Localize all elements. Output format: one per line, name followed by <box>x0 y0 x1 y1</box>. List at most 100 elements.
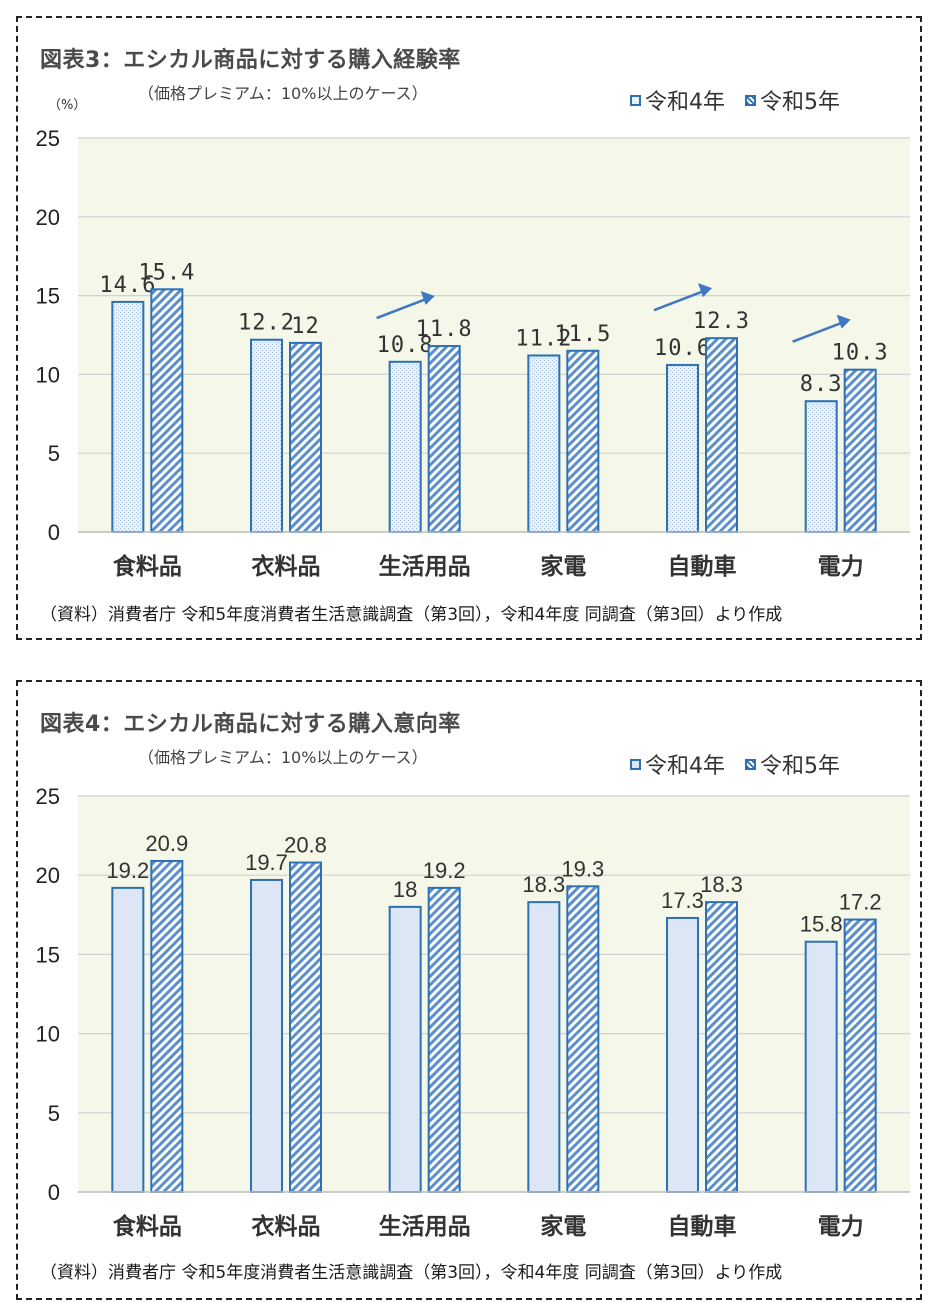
data-label: 11.8 <box>416 317 473 342</box>
bar-r4 <box>527 901 561 1194</box>
data-label: 11.5 <box>554 322 611 347</box>
bar-chart-purchase-experience: 0 5 10 15 20 25 14.615.4 食料品 12.212 衣料品 10.811.8 生活… <box>36 126 910 578</box>
data-label: 18 <box>393 877 417 902</box>
bar-r4 <box>388 360 422 533</box>
chart-subtitle: （価格プレミアム：10%以上のケース） <box>138 84 428 103</box>
category-label: 生活用品 <box>379 1214 471 1240</box>
trend-arrowhead <box>836 314 851 329</box>
bar-r4 <box>666 363 699 533</box>
category-label: 自動車 <box>668 553 737 578</box>
chart-title: 図表4：エシカル商品に対する購入意向率 <box>40 712 461 737</box>
data-label: 19.2 <box>106 858 149 883</box>
data-label: 11.2 <box>515 326 572 351</box>
bar-r5 <box>150 859 184 1193</box>
data-label: 12 <box>291 314 320 339</box>
y-tick-label: 15 <box>36 942 60 967</box>
category-label: 家電 <box>540 553 586 578</box>
y-tick-label: 20 <box>36 205 60 230</box>
y-tick-label: 5 <box>48 441 60 466</box>
data-label: 15.8 <box>800 912 843 937</box>
source-note: （資料）消費者庁 令和5年度消費者生活意識調査（第3回），令和4年度 同調査（第… <box>40 1263 783 1283</box>
trend-arrowhead <box>698 283 712 298</box>
y-tick-label: 25 <box>36 126 60 151</box>
bar-r4 <box>250 878 283 1193</box>
bar-r5 <box>843 918 877 1193</box>
data-label: 18.3 <box>700 872 743 897</box>
bar-r5 <box>289 861 322 1193</box>
category-label: 電力 <box>818 1214 864 1240</box>
category-label: 食料品 <box>113 1213 182 1240</box>
trend-arrow <box>376 296 430 320</box>
bar-r5 <box>427 886 461 1193</box>
y-tick-label: 10 <box>36 1022 60 1047</box>
category-label: 食料品 <box>113 553 182 578</box>
legend-swatch-r5 <box>745 94 756 106</box>
category-label: 衣料品 <box>252 1213 321 1240</box>
chart-panel-4: 図表4：エシカル商品に対する購入意向率 （価格プレミアム：10%以上のケース） … <box>16 680 922 1300</box>
bar-r4 <box>111 300 145 533</box>
data-label: 10.8 <box>377 333 434 358</box>
legend: 令和4年 令和5年 <box>630 748 840 780</box>
legend-label-r5: 令和5年 <box>760 754 840 779</box>
legend-item-r5: 令和5年 <box>745 84 840 116</box>
y-tick-label: 20 <box>36 863 60 888</box>
bar-r5 <box>427 345 461 534</box>
y-tick-label: 15 <box>36 284 60 309</box>
data-label: 14.6 <box>99 273 156 298</box>
data-label: 17.3 <box>661 888 704 913</box>
bar-r4 <box>527 354 561 533</box>
bar-r4 <box>388 905 422 1193</box>
bar-r4 <box>666 916 699 1194</box>
y-axis-unit: （%） <box>48 98 87 113</box>
bar-r5 <box>150 288 184 533</box>
data-label: 8.3 <box>800 372 843 397</box>
legend-item-r4: 令和4年 <box>630 748 725 780</box>
data-label: 19.7 <box>245 850 288 875</box>
data-label: 18.3 <box>522 872 565 897</box>
bar-r4 <box>804 940 838 1193</box>
data-label: 19.3 <box>561 856 604 881</box>
bar-r4 <box>804 400 838 533</box>
category-label: 家電 <box>540 1213 586 1240</box>
data-label: 10.3 <box>832 341 889 366</box>
chart-title: 図表3：エシカル商品に対する購入経験率 <box>40 48 461 73</box>
plot-area <box>78 138 910 532</box>
data-label: 15.4 <box>138 260 195 285</box>
bar-chart-purchase-intention: 051015202519.220.9食料品19.720.8衣料品1819.2生活… <box>36 784 910 1240</box>
bar-r5 <box>705 337 738 534</box>
y-tick-label: 25 <box>36 784 60 809</box>
trend-arrow <box>792 320 846 343</box>
bar-r4 <box>111 886 145 1193</box>
source-note: （資料）消費者庁 令和5年度消費者生活意識調査（第3回），令和4年度 同調査（第… <box>40 605 783 625</box>
legend-label-r4: 令和4年 <box>645 754 725 779</box>
bar-r5 <box>566 349 600 534</box>
y-tick-label: 10 <box>36 362 60 387</box>
y-tick-label: 0 <box>48 1180 60 1205</box>
y-tick-label: 0 <box>48 520 60 545</box>
data-label: 20.8 <box>284 833 327 858</box>
trend-arrow <box>653 288 707 312</box>
data-label: 19.2 <box>423 858 466 883</box>
data-label: 12.2 <box>238 311 295 336</box>
legend-label-r4: 令和4年 <box>645 90 725 115</box>
legend-item-r5: 令和5年 <box>745 748 840 780</box>
chart-subtitle: （価格プレミアム：10%以上のケース） <box>138 748 428 767</box>
bar-r5 <box>843 368 877 533</box>
bar-r4 <box>250 338 283 533</box>
trend-arrowhead <box>420 291 435 306</box>
bar-r5 <box>566 885 600 1193</box>
legend-label-r5: 令和5年 <box>760 90 840 115</box>
data-label: 20.9 <box>145 831 188 856</box>
legend-swatch-r4 <box>630 758 641 770</box>
data-label: 17.2 <box>839 890 882 915</box>
category-label: 電力 <box>818 554 864 578</box>
legend: 令和4年 令和5年 <box>630 84 840 116</box>
bar-r5 <box>289 341 322 533</box>
data-label: 12.3 <box>693 309 750 334</box>
category-label: 生活用品 <box>379 554 471 578</box>
category-label: 自動車 <box>668 1213 737 1240</box>
legend-swatch-r4 <box>630 94 641 106</box>
category-label: 衣料品 <box>252 553 321 578</box>
chart-panel-3: 図表3：エシカル商品に対する購入経験率 （価格プレミアム：10%以上のケース） … <box>16 16 922 640</box>
y-tick-label: 5 <box>48 1101 60 1126</box>
